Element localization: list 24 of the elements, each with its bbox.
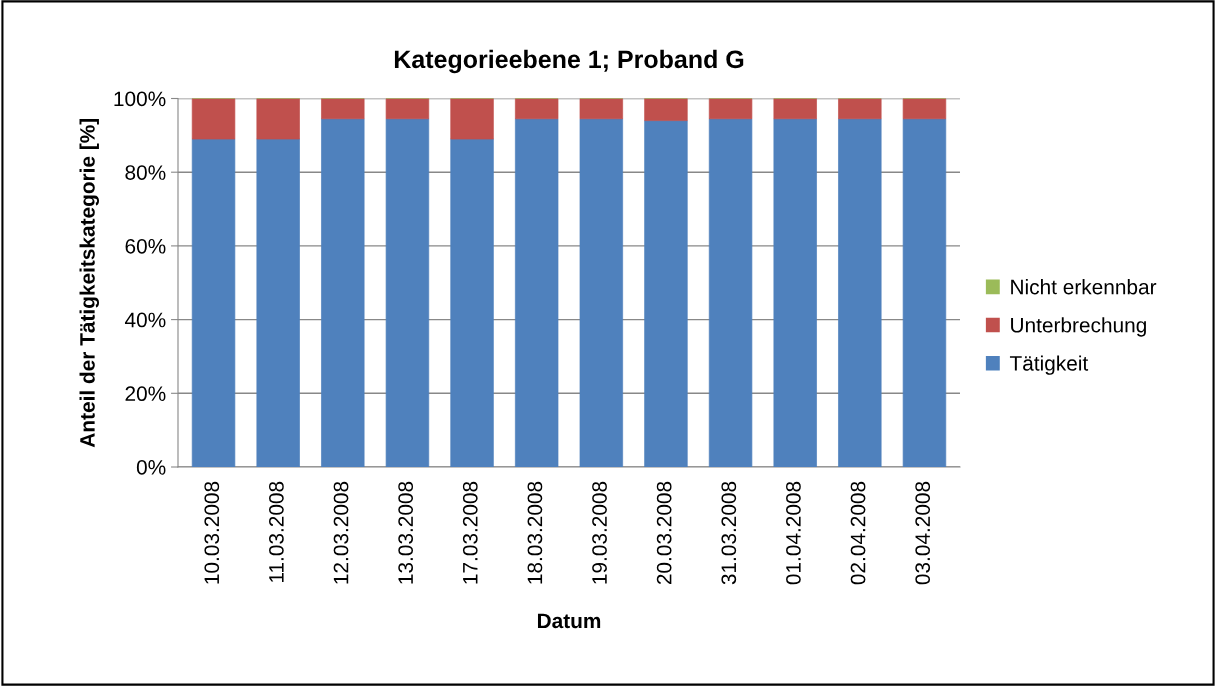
- y-tick-label: 0%: [136, 460, 166, 475]
- legend-label: Nicht erkennbar: [1011, 279, 1157, 295]
- x-tick-label: 20.03.2008: [656, 481, 672, 585]
- x-tick-label: 03.04.2008: [915, 481, 931, 585]
- x-tick-label: 10.03.2008: [204, 481, 220, 584]
- x-tick-label: 12.03.2008: [333, 481, 349, 584]
- x-tick-label: 17.03.2008: [462, 481, 478, 584]
- y-tick-label: 60%: [125, 238, 166, 254]
- x-axis-title: Datum: [537, 613, 601, 629]
- legend-label: Tätigkeit: [1009, 355, 1089, 375]
- y-tick-label: 80%: [125, 165, 166, 180]
- x-tick-label: 11.03.2008: [269, 481, 284, 583]
- chart-title: Kategorieebene 1; Proband G: [394, 49, 744, 74]
- x-tick-label: 02.04.2008: [850, 481, 866, 585]
- x-tick-label: 31.03.2008: [721, 481, 737, 585]
- x-tick-label: 13.03.2008: [398, 481, 414, 584]
- x-tick-label: 18.03.2008: [527, 481, 543, 584]
- y-axis-title: Anteil der Tätigkeitskategorie [%]: [79, 118, 100, 448]
- x-tick-label: 19.03.2008: [592, 481, 607, 584]
- legend-label: Unterbrechung: [1011, 317, 1146, 337]
- y-tick-label: 100%: [114, 91, 166, 107]
- y-tick-label: 40%: [124, 312, 166, 328]
- x-tick-label: 01.04.2008: [786, 481, 801, 585]
- y-tick-label: 20%: [125, 386, 166, 402]
